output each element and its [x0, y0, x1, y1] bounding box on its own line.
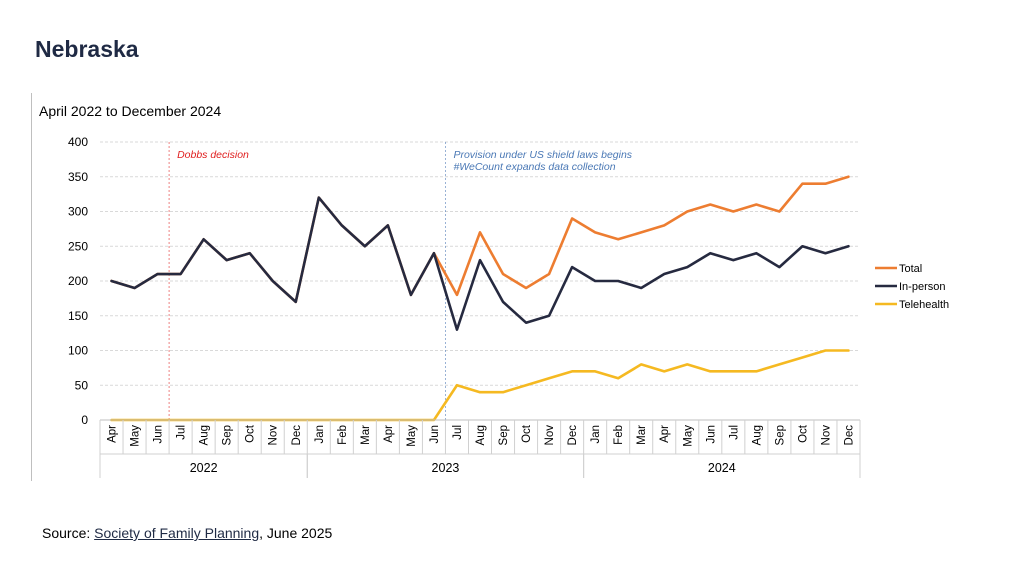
y-tick-label: 50	[75, 378, 89, 392]
x-tick-label: Sep	[774, 425, 786, 445]
x-tick-label: Apr	[107, 425, 119, 443]
legend-label-in-person: In-person	[899, 281, 945, 293]
x-tick-label: Mar	[360, 425, 372, 445]
grid-layer	[100, 141, 860, 386]
x-tick-label: Nov	[268, 425, 280, 446]
x-tick-label: May	[682, 425, 694, 447]
x-tick-label: Dec	[843, 425, 855, 446]
legend-label-total: Total	[899, 263, 922, 275]
y-tick-label: 250	[68, 239, 88, 253]
year-label: 2023	[432, 461, 460, 475]
x-tick-label: Feb	[613, 425, 625, 445]
x-tick-label: Dec	[291, 425, 303, 446]
x-tick-label: Oct	[521, 424, 533, 443]
y-tick-label: 300	[68, 205, 88, 219]
legend-label-telehealth: Telehealth	[899, 299, 949, 311]
x-tick-label: Sep	[222, 425, 234, 445]
annotation-text: Dobbs decision	[177, 149, 249, 161]
x-tick-label: Jul	[728, 425, 740, 440]
page-title: Nebraska	[35, 36, 139, 62]
x-tick-label: Aug	[475, 425, 487, 445]
x-tick-label: May	[406, 425, 418, 447]
year-label: 2022	[190, 461, 218, 475]
x-tick-label: Apr	[383, 425, 395, 443]
annotation-layer: Dobbs decision Provision under US shield …	[168, 142, 633, 420]
series-line-total	[110, 175, 850, 304]
x-tick-label: Mar	[636, 425, 648, 445]
x-tick-label: Feb	[337, 425, 349, 445]
x-tick-label: May	[130, 425, 142, 447]
y-tick-label: 150	[68, 309, 88, 323]
chart-title: April 2022 to December 2024	[39, 103, 221, 119]
source-note: Source: Society of Family Planning, June…	[42, 525, 332, 541]
x-tick-label: Aug	[199, 425, 211, 445]
x-tick-label: Jun	[429, 425, 441, 444]
x-tick-label: Oct	[245, 424, 257, 443]
x-tick-label: Jul	[176, 425, 188, 440]
series-layer	[110, 175, 850, 422]
axis-layer: 0 50 100 150 200 250 300 350 400 Apr May Jun Jul Aug S…	[68, 135, 861, 478]
source-link[interactable]: Society of Family Planning	[94, 525, 260, 541]
x-tick-label: Dec	[567, 425, 579, 446]
x-tick-label: Jun	[153, 425, 165, 444]
frame-divider	[31, 93, 32, 481]
x-tick-label: Nov	[820, 425, 832, 446]
y-tick-label: 0	[81, 413, 88, 427]
annotation-text: Provision under US shield laws begins	[453, 149, 632, 161]
y-tick-label: 100	[68, 344, 88, 358]
x-tick-label: Jan	[314, 425, 326, 444]
series-line-in-person	[110, 196, 850, 331]
source-suffix: , June 2025	[259, 525, 333, 541]
year-label: 2024	[708, 461, 736, 475]
x-tick-label: Aug	[751, 425, 763, 445]
x-tick-label: Oct	[797, 424, 809, 443]
y-tick-label: 350	[68, 170, 88, 184]
x-tick-label: Apr	[659, 425, 671, 443]
annotation-text: #WeCount expands data collection	[453, 161, 615, 173]
legend: Total In-person Telehealth	[875, 263, 949, 311]
y-tick-label: 400	[68, 135, 88, 149]
x-tick-label: Sep	[498, 425, 510, 445]
x-tick-label: Nov	[544, 425, 556, 446]
source-prefix: Source:	[42, 525, 95, 541]
x-tick-label: Jan	[590, 425, 602, 444]
x-tick-label: Jun	[705, 425, 717, 444]
x-tick-label: Jul	[452, 425, 464, 440]
y-tick-label: 200	[68, 274, 88, 288]
